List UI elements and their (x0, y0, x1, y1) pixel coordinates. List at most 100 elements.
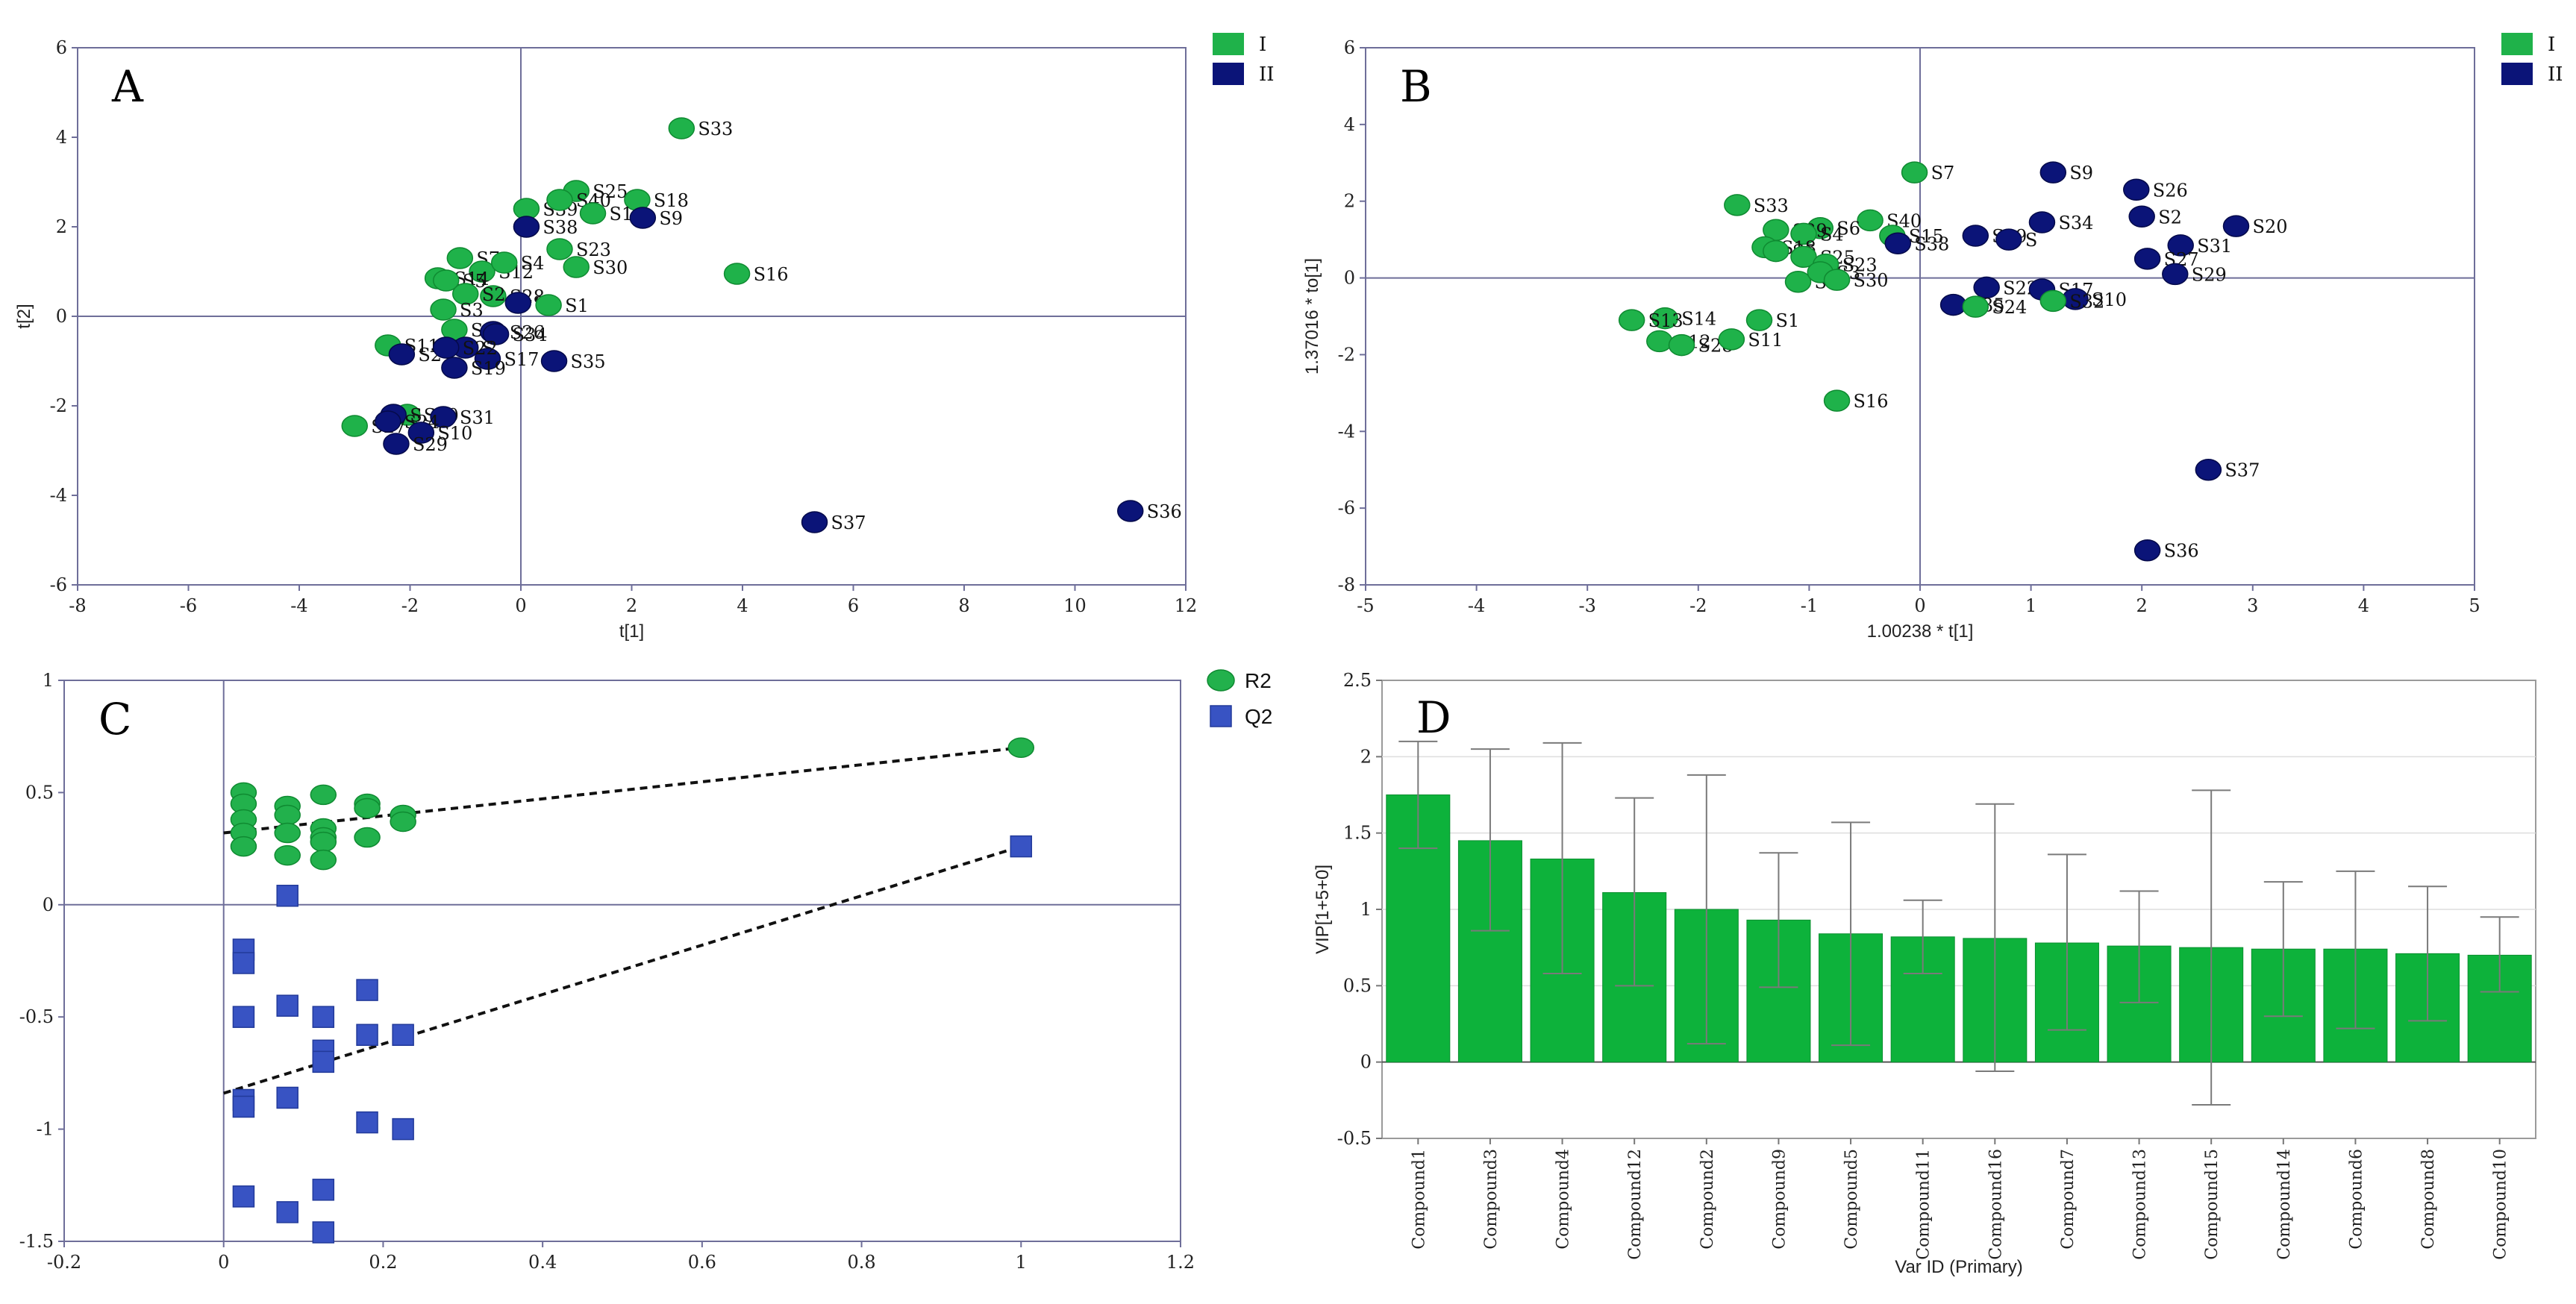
q2-point (312, 1006, 335, 1028)
sample-label: S29 (2192, 264, 2227, 285)
sample-label: S1 (1776, 310, 1800, 331)
x-tick-label: 4 (2358, 595, 2369, 616)
x-tick-label: 0 (218, 1252, 229, 1273)
sample-label: S33 (698, 119, 733, 140)
legend-label-group-I: I (1259, 34, 1266, 56)
sample-point-group-ii (2195, 458, 2222, 481)
y-tick-label: 1 (1360, 899, 1372, 920)
x-tick-label: 2 (2136, 595, 2148, 616)
y-tick-label: 0.5 (25, 782, 54, 803)
sample-point-group-ii (482, 323, 510, 345)
x-axis-title: Var ID (Primary) (1895, 1257, 2023, 1277)
category-label: Compound9 (1770, 1149, 1789, 1250)
q2-point (356, 979, 378, 1001)
sample-label: S29 (413, 434, 448, 455)
y-tick-label: 4 (56, 127, 67, 148)
sample-label: S26 (2153, 180, 2188, 201)
sample-point-group-ii (1962, 225, 1989, 247)
y-tick-label: 2.5 (1343, 670, 1372, 691)
q2-point (392, 1024, 414, 1047)
x-tick-label: -2 (1689, 595, 1707, 616)
sample-label: S (2025, 230, 2037, 251)
sample-point-group-ii (430, 406, 457, 428)
x-tick-label: -3 (1579, 595, 1596, 616)
category-label: Compound14 (2275, 1149, 2294, 1260)
category-label: Compound8 (2419, 1149, 2438, 1250)
r2-point (310, 831, 337, 853)
panel-c-permutation-test-plot: -0.2 0 0.2 0.4 0.6 0.8 1 1.2 -1.5 -1 -0.5 0 0.5 1 C R2 Q… (19, 669, 1273, 1273)
y-tick-label: 0 (43, 894, 54, 915)
y-axis-title: t[2] (14, 304, 34, 328)
y-tick-label: 6 (56, 37, 67, 58)
sample-point-group-i (668, 117, 695, 140)
r2-point (230, 836, 257, 857)
sample-label: S10 (437, 423, 472, 444)
q2-point (276, 1086, 298, 1109)
x-tick-label: -1 (1801, 595, 1818, 616)
y-tick-label: -6 (1338, 498, 1355, 518)
x-tick-label: 6 (848, 595, 859, 616)
q2-point (276, 994, 298, 1017)
x-tick-label: 0 (1914, 595, 1925, 616)
sample-point-group-ii (2128, 205, 2155, 228)
x-tick-label: 12 (1175, 595, 1198, 616)
sample-label: S20 (2253, 216, 2288, 237)
y-tick-label: 0.5 (1343, 975, 1372, 996)
vip-bar (1386, 794, 1451, 1063)
sample-label: S38 (1914, 233, 1949, 254)
sample-point-group-i (341, 415, 368, 437)
sample-point-group-i (546, 238, 573, 260)
sample-point-group-i (1763, 239, 1789, 263)
sample-point-group-ii (2222, 215, 2250, 237)
x-tick-label: 0 (515, 595, 526, 616)
sample-point-group-i (1784, 270, 1812, 293)
x-tick-label: 4 (737, 595, 748, 616)
sample-label: S1 (610, 204, 634, 225)
q2-point (232, 1185, 255, 1208)
category-label: Compound15 (2203, 1149, 2222, 1260)
sample-label: S37 (831, 512, 866, 533)
x-tick-label: -4 (290, 595, 307, 616)
r2-point (354, 827, 381, 848)
x-tick-label: 5 (2469, 595, 2480, 616)
sample-label: S24 (1992, 297, 2027, 318)
r2-point (274, 804, 301, 826)
q2-point (312, 1050, 335, 1073)
x-tick-label: 0.2 (369, 1252, 397, 1273)
y-tick-label: -6 (50, 574, 67, 595)
sample-label: S31 (460, 407, 495, 428)
sample-label: S26 (510, 322, 545, 343)
sample-point-group-ii (629, 207, 657, 229)
y-tick-label: 0 (56, 306, 67, 327)
sample-label: S36 (2164, 541, 2199, 562)
sample-point-group-i (1857, 209, 1883, 232)
sample-label: S10 (2092, 289, 2127, 310)
sample-point-group-ii (1939, 293, 1967, 316)
sample-point-group-i (579, 202, 607, 225)
sample-label: S30 (1854, 270, 1889, 291)
sample-point-group-i (2039, 289, 2067, 313)
category-label: Compound16 (1986, 1149, 2005, 1260)
category-label: Compound12 (1626, 1149, 1645, 1260)
sample-label: S19 (471, 358, 506, 379)
y-tick-label: 4 (1344, 114, 1355, 135)
sample-point-group-ii (441, 357, 468, 379)
y-tick-label: -0.5 (1337, 1128, 1372, 1149)
category-label: Compound3 (1482, 1149, 1501, 1250)
sample-point-group-ii (2123, 178, 2150, 201)
sample-label: S32 (2069, 291, 2104, 312)
x-tick-label: -2 (401, 595, 419, 616)
legend-label-group-II: II (2548, 63, 2563, 86)
regression-line-q2 (223, 844, 1022, 1095)
sample-point-group-ii (2133, 539, 2161, 562)
panel-label: D (1416, 692, 1451, 743)
q2-point (232, 1095, 255, 1118)
sample-point-group-i (1962, 295, 1989, 318)
sample-label: S23 (1842, 255, 1878, 276)
y-tick-label: -2 (50, 395, 67, 416)
sample-label: S25 (593, 181, 628, 202)
sample-point-group-i (563, 256, 590, 278)
x-tick-label: -5 (1357, 595, 1374, 616)
sample-point-group-ii (2167, 234, 2194, 257)
